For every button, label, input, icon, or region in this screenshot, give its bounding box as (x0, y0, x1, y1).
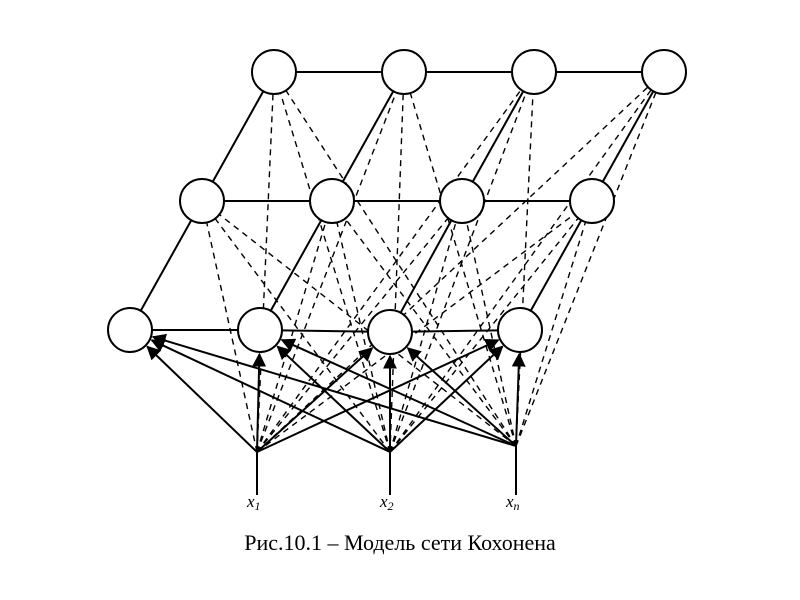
input-stems (257, 446, 516, 495)
grid-edge (213, 91, 264, 182)
dashed-connection (390, 90, 651, 452)
lattice-node (368, 310, 412, 354)
input-arrows (147, 337, 519, 452)
input-label: x1 (246, 492, 261, 513)
input-arrow (152, 340, 390, 452)
lattice-node (382, 50, 426, 94)
lattice-node (180, 179, 224, 223)
grid-edge (141, 220, 192, 311)
lattice-node (570, 179, 614, 223)
grid-edge (282, 330, 368, 331)
lattice-node (310, 179, 354, 223)
grid-edge (531, 220, 582, 311)
grid-edge (412, 330, 498, 331)
grid-edge (401, 220, 452, 312)
figure-caption: Рис.10.1 – Модель сети Кохонена (0, 530, 800, 556)
kohonen-network-diagram: x1 x2 xn (0, 0, 800, 600)
lattice-node (440, 179, 484, 223)
lattice-node (238, 308, 282, 352)
lattice-node (498, 308, 542, 352)
dashed-connection (390, 94, 403, 452)
grid-edge (271, 220, 322, 311)
grid-edge (473, 91, 524, 182)
dashed-connection (410, 93, 516, 446)
lattice-node (108, 308, 152, 352)
dashed-connection (257, 94, 273, 452)
grid-edge (343, 91, 394, 182)
input-label: x2 (379, 492, 394, 513)
input-label: xn (505, 492, 520, 513)
lattice-node (512, 50, 556, 94)
lattice-node (642, 50, 686, 94)
figure-container: x1 x2 xn Рис.10.1 – Модель сети Кохонена (0, 0, 800, 600)
lattice-node (252, 50, 296, 94)
input-labels: x1 x2 xn (246, 492, 520, 513)
